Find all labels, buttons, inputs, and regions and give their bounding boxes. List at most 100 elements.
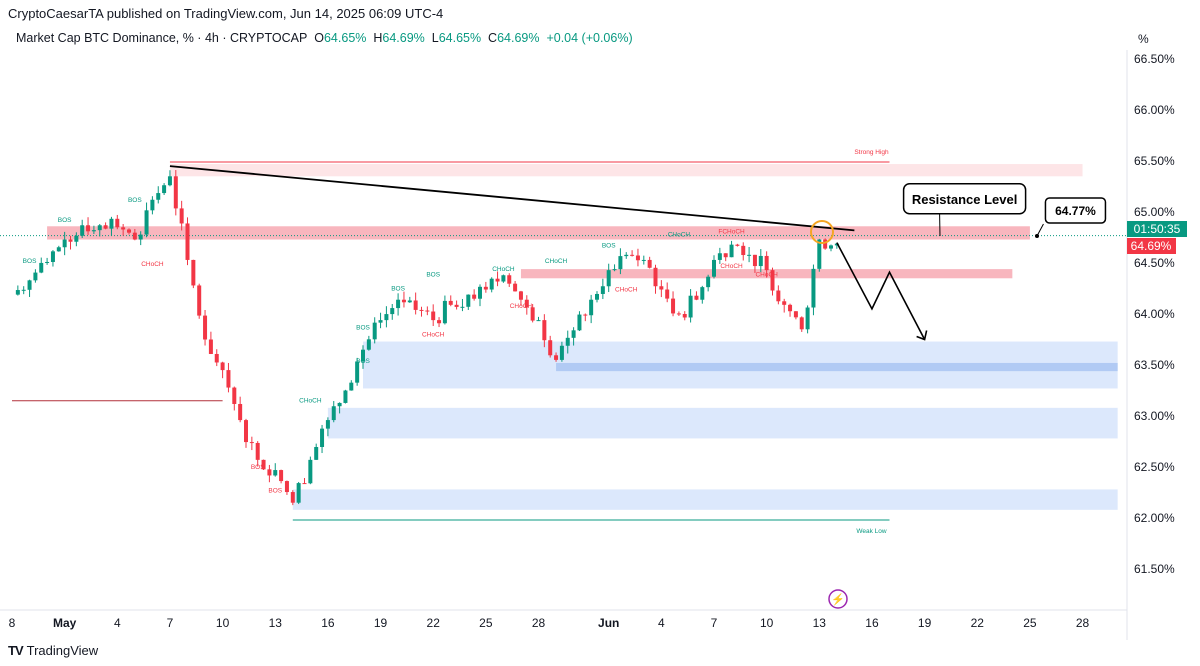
brand-name: TradingView xyxy=(26,643,99,658)
open-value: 64.65% xyxy=(323,31,367,45)
candle-body xyxy=(226,370,231,388)
candle-body xyxy=(612,269,617,271)
lightning-icon: ⚡ xyxy=(831,593,845,606)
candle-body xyxy=(466,294,471,307)
structure-label: CHoCH xyxy=(668,231,691,238)
x-tick-label: 13 xyxy=(269,616,283,630)
last-price-tag xyxy=(1127,238,1176,254)
candle-body xyxy=(741,245,746,256)
tradingview-brand[interactable]: TV TradingView xyxy=(8,643,98,658)
candle-body xyxy=(442,300,447,324)
candle-body xyxy=(419,309,424,311)
x-tick-label: 19 xyxy=(374,616,388,630)
y-tick-label: 65.00% xyxy=(1134,205,1175,219)
candle-body xyxy=(653,267,658,287)
resistance-callout-text: Resistance Level xyxy=(912,192,1018,207)
candle-body xyxy=(197,285,202,316)
candle-body xyxy=(425,310,430,312)
candle-body xyxy=(829,245,833,249)
candle-body xyxy=(27,280,32,290)
candle-body xyxy=(589,299,594,316)
candle-body xyxy=(115,218,120,228)
candle-body xyxy=(261,459,266,470)
candle-body xyxy=(700,287,705,300)
candle-body xyxy=(220,362,225,371)
candle-body xyxy=(366,339,371,350)
candle-body xyxy=(208,339,213,354)
candle-body xyxy=(770,270,775,291)
candle-body xyxy=(267,469,272,476)
candle-body xyxy=(823,239,828,249)
candle-body xyxy=(758,255,763,267)
symbol-legend: Market Cap BTC Dominance, % · 4h · CRYPT… xyxy=(16,31,633,45)
x-tick-label: Jun xyxy=(598,616,619,630)
candle-body xyxy=(618,256,623,270)
change-value: +0.04 (+0.06%) xyxy=(546,31,633,45)
candle-body xyxy=(103,225,108,229)
candle-body xyxy=(437,320,442,324)
candle-body xyxy=(448,300,453,305)
candle-body xyxy=(331,406,336,421)
arrow-head-icon xyxy=(916,330,928,341)
event-icon xyxy=(828,589,848,609)
candle-body xyxy=(706,276,711,288)
candle-body xyxy=(489,278,494,290)
resistance-callout-box xyxy=(902,183,1027,215)
candle-body xyxy=(156,193,161,200)
y-tick-label: 63.00% xyxy=(1134,409,1175,423)
candle-body xyxy=(109,218,114,229)
x-tick-label: 16 xyxy=(865,616,879,630)
candle-body xyxy=(74,235,79,242)
candle-body xyxy=(162,185,167,194)
candle-body xyxy=(372,322,377,340)
candle-body xyxy=(776,290,781,302)
candle-body xyxy=(507,275,512,284)
candle-body xyxy=(518,291,523,300)
candle-body xyxy=(191,259,196,286)
candle-body xyxy=(460,306,465,308)
price-chart[interactable]: % 66.50% 66.00% 65.50% 65.00% 64.50% 64.00% 63.… xyxy=(0,0,1200,640)
x-tick-label: 10 xyxy=(216,616,230,630)
candle-body xyxy=(565,337,570,346)
y-tick-label: 62.50% xyxy=(1134,460,1175,474)
candle-body xyxy=(676,313,681,315)
candle-body xyxy=(384,314,389,321)
candle-body xyxy=(688,295,693,318)
candle-body xyxy=(542,320,547,341)
candle-body xyxy=(214,353,219,363)
candle-body xyxy=(635,255,640,261)
candle-body xyxy=(717,253,722,260)
candle-body xyxy=(167,176,172,186)
candle-body xyxy=(302,483,307,485)
structure-label: BOS xyxy=(251,464,265,471)
candle-body xyxy=(343,390,348,403)
candle-body xyxy=(624,254,629,257)
high-value: 64.69% xyxy=(382,31,425,45)
close-label: C xyxy=(488,31,498,45)
open-label: O xyxy=(314,31,324,45)
candle-body xyxy=(407,300,412,303)
candle-body xyxy=(682,314,687,318)
candle-body xyxy=(349,382,354,391)
candle-body xyxy=(554,355,559,360)
close-value: 64.69% xyxy=(497,31,540,45)
candle-body xyxy=(144,210,149,235)
candle-body xyxy=(296,483,301,503)
x-tick-label: 4 xyxy=(658,616,665,630)
x-tick-label: 22 xyxy=(427,616,441,630)
trendline xyxy=(169,165,855,232)
structure-label: BOS xyxy=(391,286,405,293)
x-tick-label: 7 xyxy=(711,616,718,630)
candle-body xyxy=(62,239,67,248)
structure-label: CHoCH xyxy=(141,261,164,268)
candle-body xyxy=(811,268,816,308)
candle-body xyxy=(314,447,319,460)
candle-body xyxy=(150,199,155,211)
candle-body xyxy=(121,227,126,230)
candle-body xyxy=(138,234,143,240)
candle-body xyxy=(232,387,237,404)
candle-body xyxy=(378,320,383,323)
candle-body xyxy=(45,261,50,263)
x-tick-label: 25 xyxy=(479,616,493,630)
candle-body xyxy=(799,317,804,330)
